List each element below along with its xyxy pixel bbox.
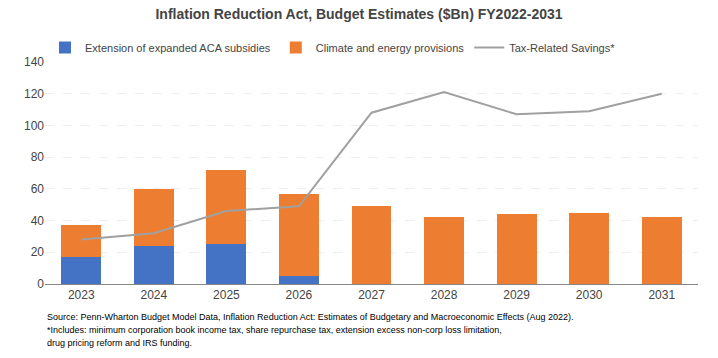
svg-text:80: 80 xyxy=(31,150,45,164)
svg-text:Source: Penn-Wharton Budget Mo: Source: Penn-Wharton Budget Model Data, … xyxy=(47,312,574,322)
svg-text:120: 120 xyxy=(24,87,44,101)
svg-text:20: 20 xyxy=(31,245,45,259)
svg-text:*Includes: minimum corporation: *Includes: minimum corporation book inco… xyxy=(47,325,502,335)
svg-text:2029: 2029 xyxy=(503,288,530,302)
svg-text:Inflation Reduction Act, Budge: Inflation Reduction Act, Budget Estimate… xyxy=(155,6,562,22)
svg-text:2030: 2030 xyxy=(576,288,603,302)
svg-text:2025: 2025 xyxy=(213,288,240,302)
svg-text:2031: 2031 xyxy=(648,288,675,302)
svg-text:2026: 2026 xyxy=(286,288,313,302)
svg-text:drug pricing reform and IRS fu: drug pricing reform and IRS funding. xyxy=(47,338,192,348)
svg-text:140: 140 xyxy=(24,55,44,69)
svg-text:100: 100 xyxy=(24,119,44,133)
svg-text:Climate and energy provisions: Climate and energy provisions xyxy=(316,42,464,54)
svg-text:2024: 2024 xyxy=(140,288,167,302)
svg-text:40: 40 xyxy=(31,214,45,228)
svg-text:2023: 2023 xyxy=(68,288,95,302)
svg-text:60: 60 xyxy=(31,182,45,196)
svg-text:Extension of expanded ACA subs: Extension of expanded ACA subsidies xyxy=(85,42,271,54)
svg-text:0: 0 xyxy=(37,277,44,291)
svg-text:2028: 2028 xyxy=(431,288,458,302)
svg-text:2027: 2027 xyxy=(358,288,385,302)
svg-text:Tax-Related Savings*: Tax-Related Savings* xyxy=(509,42,615,54)
